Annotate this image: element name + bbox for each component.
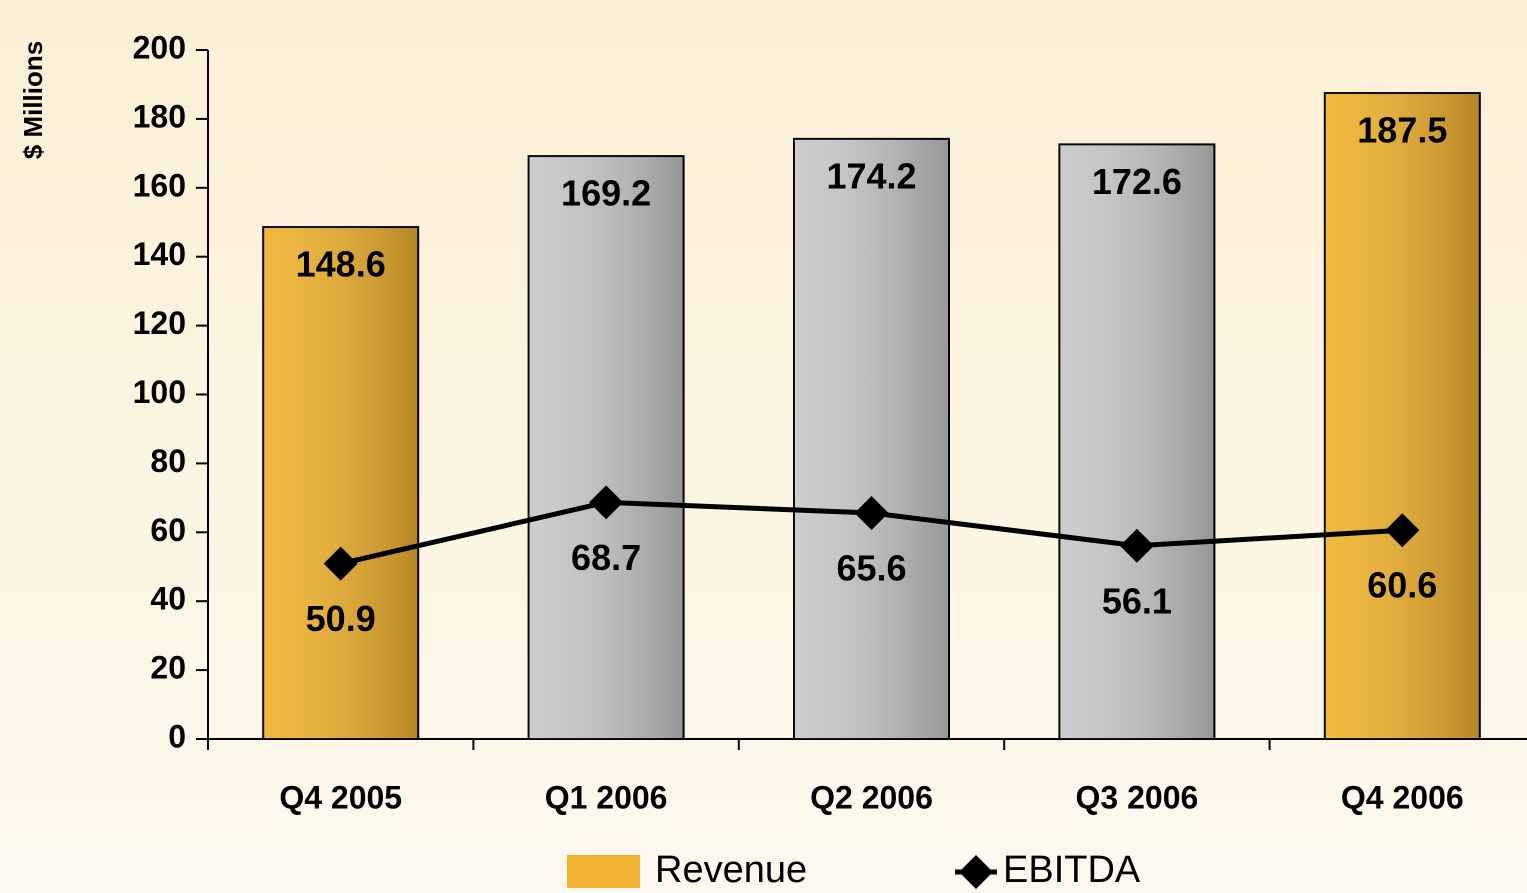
y-tick-label: 120 xyxy=(133,305,186,341)
legend-marker xyxy=(959,855,993,889)
value-label: 187.5 xyxy=(1357,110,1447,151)
bar-shade xyxy=(1324,93,1480,739)
value-label: 60.6 xyxy=(1367,565,1437,606)
legend-swatch xyxy=(567,855,640,888)
bar-shade xyxy=(263,227,419,739)
legend-label: Revenue xyxy=(655,849,807,891)
x-tick-label: Q4 2005 xyxy=(279,779,402,815)
marker xyxy=(854,496,889,531)
y-tick-label: 20 xyxy=(150,650,186,686)
value-label: 174.2 xyxy=(826,155,916,196)
x-tick-label: Q1 2006 xyxy=(545,779,668,815)
legend-label: EBITDA xyxy=(1003,849,1141,891)
x-tick-label: Q2 2006 xyxy=(810,779,933,815)
value-label: 148.6 xyxy=(296,244,386,285)
value-label: 172.6 xyxy=(1092,161,1182,202)
y-tick-label: 200 xyxy=(133,29,186,65)
x-tick-label: Q3 2006 xyxy=(1076,779,1199,815)
y-tick-label: 80 xyxy=(150,443,186,479)
marker xyxy=(323,546,358,581)
y-tick-label: 40 xyxy=(150,581,186,617)
y-axis-label: $ Millions xyxy=(18,41,48,159)
value-label: 65.6 xyxy=(836,548,906,589)
y-tick-label: 60 xyxy=(150,512,186,548)
value-label: 50.9 xyxy=(306,598,376,639)
y-tick-label: 100 xyxy=(133,374,186,410)
value-label: 169.2 xyxy=(561,173,651,214)
value-label: 56.1 xyxy=(1102,580,1172,621)
marker xyxy=(589,485,624,520)
marker xyxy=(1119,528,1154,563)
y-tick-label: 160 xyxy=(133,167,186,203)
bar-shade xyxy=(794,138,949,740)
value-label: 68.7 xyxy=(571,537,641,578)
y-tick-label: 180 xyxy=(133,98,186,134)
bar-shade xyxy=(1059,144,1215,739)
bar-shade xyxy=(528,156,684,739)
x-tick-label: Q4 2006 xyxy=(1341,779,1464,815)
marker xyxy=(1385,513,1420,548)
y-tick-label: 140 xyxy=(133,236,186,272)
y-tick-label: 0 xyxy=(168,718,186,754)
